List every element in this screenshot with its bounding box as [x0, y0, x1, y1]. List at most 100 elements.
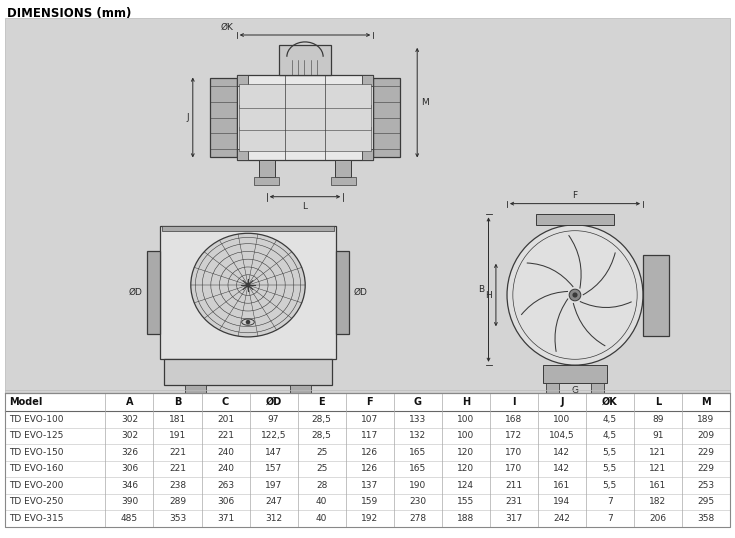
Text: 188: 188 — [457, 514, 474, 523]
Text: 295: 295 — [698, 497, 714, 506]
Text: 317: 317 — [505, 514, 523, 523]
Text: F: F — [366, 397, 373, 407]
Text: 240: 240 — [217, 464, 234, 473]
Text: 326: 326 — [121, 448, 138, 457]
Text: 211: 211 — [505, 481, 523, 490]
Bar — [538, 510, 586, 527]
Bar — [5, 393, 105, 411]
Text: 253: 253 — [698, 481, 714, 490]
Text: 100: 100 — [457, 431, 474, 440]
Bar — [345, 393, 394, 411]
Text: G: G — [572, 386, 578, 395]
Text: 302: 302 — [121, 415, 138, 424]
Ellipse shape — [191, 233, 305, 337]
Bar — [147, 251, 160, 334]
Bar — [250, 477, 298, 493]
Bar — [5, 411, 105, 428]
Text: 346: 346 — [121, 481, 138, 490]
Text: TD EVO-315: TD EVO-315 — [9, 514, 63, 523]
Bar — [538, 477, 586, 493]
Bar — [290, 385, 312, 393]
Bar — [201, 477, 250, 493]
Bar — [634, 493, 682, 510]
Text: F: F — [573, 190, 578, 200]
Text: 247: 247 — [265, 497, 282, 506]
Text: TD EVO-125: TD EVO-125 — [9, 431, 63, 440]
Bar — [503, 223, 646, 367]
Text: 120: 120 — [457, 448, 474, 457]
Text: ØD: ØD — [354, 288, 367, 297]
Bar — [154, 393, 201, 411]
Circle shape — [569, 289, 581, 301]
Bar — [239, 105, 371, 130]
Text: 40: 40 — [316, 514, 327, 523]
Bar — [5, 493, 105, 510]
Bar — [538, 444, 586, 461]
Bar — [239, 127, 371, 151]
Bar — [442, 393, 490, 411]
Text: 278: 278 — [409, 514, 426, 523]
Text: 117: 117 — [361, 431, 379, 440]
Text: I: I — [512, 397, 515, 407]
Bar — [201, 428, 250, 444]
Text: 142: 142 — [553, 464, 570, 473]
Text: 221: 221 — [169, 448, 186, 457]
Text: Model: Model — [9, 397, 43, 407]
Bar — [154, 411, 201, 428]
Text: 170: 170 — [505, 448, 523, 457]
Text: 89: 89 — [652, 415, 664, 424]
Bar — [279, 45, 331, 75]
Text: TD EVO-250: TD EVO-250 — [9, 497, 63, 506]
Text: DIMENSIONS (mm): DIMENSIONS (mm) — [7, 7, 132, 20]
Bar — [154, 461, 201, 477]
Bar — [682, 493, 730, 510]
Bar — [442, 411, 490, 428]
Bar — [298, 477, 345, 493]
Text: 221: 221 — [217, 431, 234, 440]
Bar — [634, 428, 682, 444]
Text: C: C — [222, 397, 229, 407]
Bar — [682, 510, 730, 527]
Bar — [298, 393, 345, 411]
Text: 182: 182 — [650, 497, 667, 506]
Bar — [154, 477, 201, 493]
Text: 104,5: 104,5 — [549, 431, 575, 440]
Bar — [5, 510, 105, 527]
Text: 7: 7 — [607, 514, 613, 523]
Bar — [682, 461, 730, 477]
Text: 107: 107 — [361, 415, 379, 424]
Text: 312: 312 — [265, 514, 282, 523]
Bar — [105, 428, 154, 444]
Text: 126: 126 — [361, 448, 379, 457]
Bar — [345, 510, 394, 527]
Text: C: C — [572, 409, 578, 418]
Bar — [298, 428, 345, 444]
Bar — [538, 461, 586, 477]
Bar — [201, 444, 250, 461]
Bar — [345, 411, 394, 428]
Text: 142: 142 — [553, 448, 570, 457]
Bar — [154, 493, 201, 510]
Text: ØK: ØK — [602, 397, 618, 407]
Text: ØK: ØK — [221, 23, 234, 32]
Text: J: J — [560, 397, 564, 407]
Bar — [442, 510, 490, 527]
Text: 192: 192 — [361, 514, 379, 523]
Text: 197: 197 — [265, 481, 282, 490]
Bar — [394, 393, 442, 411]
Bar — [163, 359, 332, 385]
Bar — [442, 461, 490, 477]
Bar — [442, 428, 490, 444]
Text: 132: 132 — [409, 431, 426, 440]
Text: 221: 221 — [169, 464, 186, 473]
Bar — [201, 461, 250, 477]
Text: 242: 242 — [553, 514, 570, 523]
Bar — [682, 428, 730, 444]
Text: 121: 121 — [650, 448, 667, 457]
Text: J: J — [186, 113, 189, 122]
Bar — [160, 226, 336, 359]
Text: M: M — [421, 98, 429, 107]
Text: 97: 97 — [268, 415, 279, 424]
Text: H: H — [462, 397, 470, 407]
Bar — [250, 493, 298, 510]
